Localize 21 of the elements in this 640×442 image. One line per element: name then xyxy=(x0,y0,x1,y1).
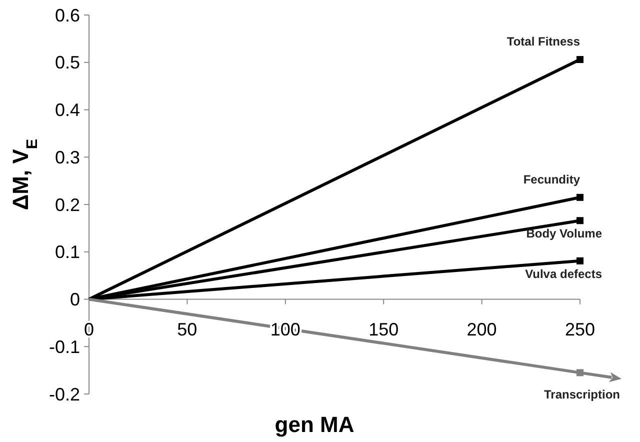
y-tick-label: -0.1 xyxy=(48,336,80,357)
x-axis-title: gen MA xyxy=(274,412,354,437)
y-tick-label: 0.2 xyxy=(54,194,80,215)
x-tick-label: 250 xyxy=(564,319,596,340)
y-tick-label: 0.6 xyxy=(54,5,80,26)
legend-label: Transcription xyxy=(544,388,620,402)
y-tick-label: 0.4 xyxy=(54,100,80,120)
x-tick-label: 100 xyxy=(270,319,300,340)
y-tick-label: 0.1 xyxy=(54,242,80,262)
series-label: Total Fitness xyxy=(506,34,580,49)
y-tick-label: 0.5 xyxy=(54,52,80,73)
y-tick-label: 0.3 xyxy=(54,147,80,168)
x-tick-label: 200 xyxy=(466,319,497,340)
x-tick-label: 0 xyxy=(84,319,94,340)
x-tick-label: 150 xyxy=(368,319,399,340)
y-tick-label: -0.2 xyxy=(48,384,80,404)
series-label: Fecundity xyxy=(523,172,580,186)
series-label: Body Volume xyxy=(526,226,602,241)
series-label: Vulva defects xyxy=(525,266,602,281)
y-tick-label: 0 xyxy=(70,290,80,310)
x-tick-label: 50 xyxy=(177,319,198,340)
